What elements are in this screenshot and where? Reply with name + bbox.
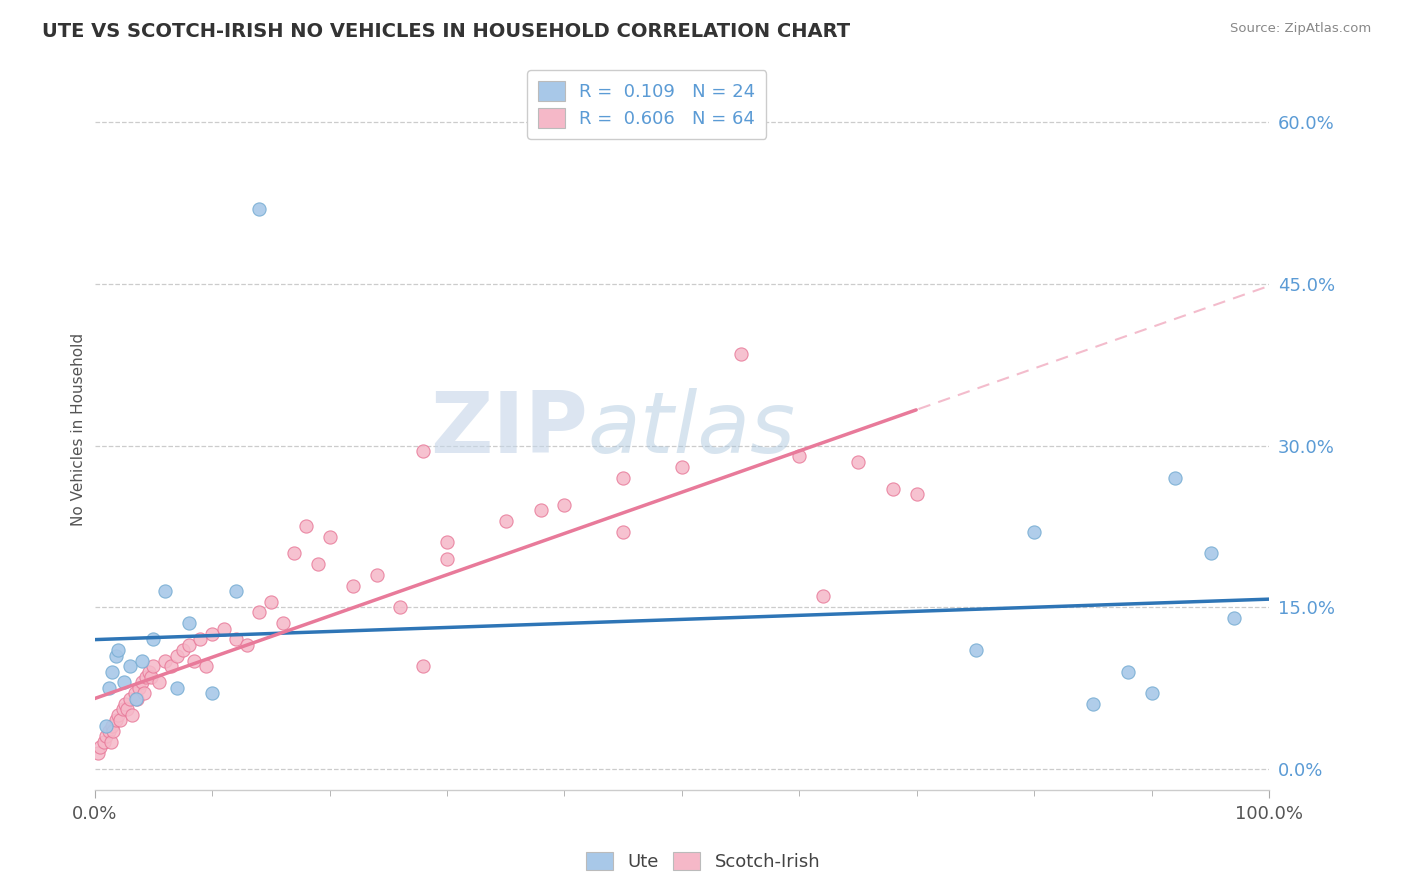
Point bbox=[201, 627, 224, 641]
Point bbox=[225, 583, 247, 598]
Point bbox=[131, 675, 153, 690]
Point bbox=[101, 665, 124, 679]
Point bbox=[612, 471, 634, 485]
Point bbox=[97, 681, 120, 695]
Point bbox=[117, 702, 139, 716]
Point bbox=[121, 707, 143, 722]
Point bbox=[811, 590, 834, 604]
Point bbox=[131, 654, 153, 668]
Point bbox=[412, 659, 434, 673]
Point bbox=[177, 638, 200, 652]
Point bbox=[87, 746, 110, 760]
Point bbox=[1164, 471, 1187, 485]
Point bbox=[110, 713, 132, 727]
Point bbox=[965, 643, 987, 657]
Point bbox=[283, 546, 305, 560]
Point bbox=[882, 482, 904, 496]
Point bbox=[905, 487, 928, 501]
Point bbox=[236, 638, 259, 652]
Point bbox=[183, 654, 205, 668]
Point bbox=[107, 707, 129, 722]
Point bbox=[366, 567, 388, 582]
Point bbox=[166, 648, 188, 663]
Point bbox=[128, 681, 150, 695]
Point bbox=[553, 498, 575, 512]
Text: ZIP: ZIP bbox=[430, 388, 588, 471]
Point bbox=[318, 530, 340, 544]
Point bbox=[295, 519, 318, 533]
Point bbox=[612, 524, 634, 539]
Point bbox=[89, 740, 111, 755]
Point bbox=[166, 681, 188, 695]
Point bbox=[138, 665, 160, 679]
Text: atlas: atlas bbox=[588, 388, 796, 471]
Point bbox=[412, 443, 434, 458]
Point bbox=[260, 595, 283, 609]
Point bbox=[436, 535, 458, 549]
Point bbox=[104, 648, 127, 663]
Point bbox=[195, 659, 218, 673]
Point bbox=[1081, 697, 1104, 711]
Point bbox=[225, 632, 247, 647]
Point bbox=[153, 654, 176, 668]
Point bbox=[148, 675, 170, 690]
Point bbox=[188, 632, 211, 647]
Point bbox=[97, 723, 120, 738]
Point bbox=[135, 670, 157, 684]
Point bbox=[111, 702, 134, 716]
Point bbox=[118, 691, 141, 706]
Point bbox=[93, 735, 115, 749]
Point bbox=[789, 450, 811, 464]
Text: UTE VS SCOTCH-IRISH NO VEHICLES IN HOUSEHOLD CORRELATION CHART: UTE VS SCOTCH-IRISH NO VEHICLES IN HOUSE… bbox=[42, 22, 851, 41]
Point bbox=[104, 713, 127, 727]
Point bbox=[436, 551, 458, 566]
Point bbox=[172, 643, 194, 657]
Point bbox=[671, 460, 693, 475]
Point bbox=[96, 729, 118, 743]
Point bbox=[153, 583, 176, 598]
Point bbox=[177, 616, 200, 631]
Point bbox=[1140, 686, 1163, 700]
Point bbox=[730, 347, 752, 361]
Point bbox=[201, 686, 224, 700]
Point bbox=[125, 691, 148, 706]
Point bbox=[212, 622, 235, 636]
Legend: R =  0.109   N = 24, R =  0.606   N = 64: R = 0.109 N = 24, R = 0.606 N = 64 bbox=[527, 70, 766, 139]
Point bbox=[103, 723, 125, 738]
Point bbox=[307, 557, 329, 571]
Point bbox=[495, 514, 517, 528]
Point bbox=[100, 735, 122, 749]
Point bbox=[132, 686, 155, 700]
Point bbox=[114, 697, 136, 711]
Point bbox=[96, 718, 118, 732]
Point bbox=[846, 455, 869, 469]
Point bbox=[112, 675, 135, 690]
Point bbox=[142, 659, 165, 673]
Point bbox=[142, 632, 165, 647]
Point bbox=[139, 670, 162, 684]
Point bbox=[160, 659, 183, 673]
Text: Source: ZipAtlas.com: Source: ZipAtlas.com bbox=[1230, 22, 1371, 36]
Legend: Ute, Scotch-Irish: Ute, Scotch-Irish bbox=[578, 845, 828, 879]
Point bbox=[125, 691, 148, 706]
Point bbox=[1118, 665, 1140, 679]
Point bbox=[101, 718, 124, 732]
Point bbox=[388, 600, 411, 615]
Y-axis label: No Vehicles in Household: No Vehicles in Household bbox=[72, 333, 86, 526]
Point bbox=[1199, 546, 1222, 560]
Point bbox=[247, 202, 270, 216]
Point bbox=[1024, 524, 1046, 539]
Point bbox=[118, 659, 141, 673]
Point bbox=[107, 643, 129, 657]
Point bbox=[342, 578, 364, 592]
Point bbox=[271, 616, 294, 631]
Point bbox=[1223, 611, 1246, 625]
Point bbox=[124, 686, 146, 700]
Point bbox=[247, 606, 270, 620]
Point bbox=[530, 503, 553, 517]
